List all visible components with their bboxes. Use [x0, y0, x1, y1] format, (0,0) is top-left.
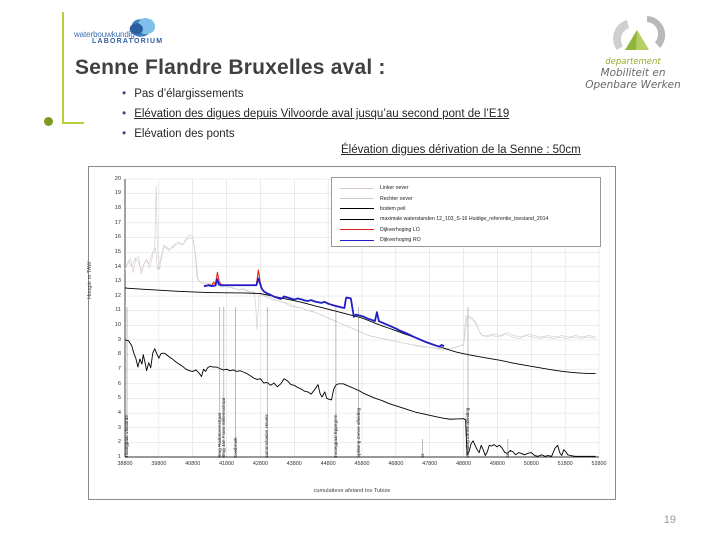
legend-color-swatch: [340, 229, 374, 231]
chart-x-tick: 50800: [523, 461, 539, 467]
chart-x-tick: 47800: [422, 461, 438, 467]
chart-y-axis-label: Hoogte m TAW: [87, 261, 93, 299]
legend-item: maximale waterstanden 12_103_S-16 Huidig…: [332, 214, 600, 224]
chart-y-tick: 4: [117, 409, 121, 416]
chart-x-tick: 39800: [151, 461, 167, 467]
chart-annotation-label: Koeibroek: [232, 437, 238, 458]
chart-y-tick: 3: [117, 424, 121, 431]
chart-y-tick: 15: [114, 248, 121, 255]
chart-annotation-label: Brug Jan Frans Willemsstraat: [221, 397, 227, 458]
logo-openbare-werken-line: Openbare Werken: [585, 79, 681, 91]
chart-container: Hoogte m TAW cumulatieve afstand tov Tub…: [87, 166, 616, 500]
bullet-text: Pas d’élargissements: [134, 88, 244, 100]
chart-x-tick: 51800: [557, 461, 573, 467]
chart-y-tick: 11: [115, 307, 121, 314]
chart-y-tick: 16: [114, 234, 121, 241]
bullet-dot-icon: •: [122, 126, 127, 140]
list-item: • Pas d’élargissements: [122, 86, 642, 102]
list-item: • Elévation des ponts: [122, 126, 642, 142]
legend-label: Dijkverhoging LO: [380, 226, 420, 233]
departement-mow-logo: departement Mobiliteit en Openbare Werke…: [568, 14, 698, 92]
chart-y-tick: 5: [117, 395, 121, 402]
chart-x-tick: 40800: [185, 461, 201, 467]
legend-item: Dijkverhoging RO: [332, 235, 600, 245]
chart-annotation-label: Splitsing Zenne afleiding: [355, 407, 361, 458]
chart-inner: Hoogte m TAW cumulatieve afstand tov Tub…: [87, 167, 615, 499]
legend-color-swatch: [340, 208, 374, 210]
legend-label: Rechter oever: [380, 195, 413, 202]
chart-annotation-label: Invoegpaal Vilvoorde: [124, 415, 130, 458]
chart-annotation-label: Monding Zenne afleiding: [465, 407, 471, 458]
chart-y-tick: 18: [114, 205, 121, 212]
chart-y-tick: 6: [117, 380, 121, 387]
bullet-dot-icon: •: [122, 106, 127, 120]
decor-bullet-dot: [44, 117, 53, 126]
chart-x-tick: 38800: [117, 461, 133, 467]
decor-left-vertical-rule: [62, 12, 64, 124]
logo-line-2: LABORATORIUM: [92, 38, 164, 45]
chart-x-tick: 52800: [591, 461, 607, 467]
chart-x-tick: 49800: [489, 461, 505, 467]
chart-x-axis-label: cumulatieve afstand tov Tubize: [313, 488, 391, 494]
chart-x-tick: 43800: [286, 461, 302, 467]
chart-y-tick: 19: [114, 190, 121, 197]
bullet-text: Elévation des ponts: [134, 128, 235, 140]
logo-line-1: waterbouwkundig: [74, 30, 135, 39]
chart-annotation-label: zz: [505, 453, 511, 458]
chart-y-tick: 12: [114, 292, 121, 299]
chart-x-tick: 45800: [354, 461, 370, 467]
chart-y-tick: 17: [114, 219, 121, 226]
legend-item: Linker oever: [332, 183, 600, 193]
chart-y-tick: 2: [117, 439, 121, 446]
decor-left-horizontal-rule: [62, 122, 84, 124]
chart-x-tick: 44800: [320, 461, 336, 467]
chart-y-tick: 1: [117, 453, 121, 460]
legend-item: Dijkverhoging LO: [332, 225, 600, 235]
chart-annotation-label: zz: [419, 453, 425, 458]
legend-color-swatch: [340, 239, 374, 241]
chart-y-tick: 20: [114, 175, 121, 182]
legend-label: Dijkverhoging RO: [380, 237, 421, 244]
list-item: • Elévation des digues depuis Vilvoorde …: [122, 106, 642, 122]
chart-x-tick: 42800: [252, 461, 268, 467]
bullet-text: Elévation des digues depuis Vilvoorde av…: [134, 108, 510, 120]
legend-color-swatch: [340, 218, 374, 220]
chart-x-tick: 46800: [388, 461, 404, 467]
bullet-list: • Pas d’élargissements • Elévation des d…: [122, 86, 642, 146]
legend-color-swatch: [340, 187, 374, 189]
water-droplet-icon: [129, 18, 156, 37]
legend-label: maximale waterstanden 12_103_S-16 Huidig…: [380, 216, 549, 223]
mow-triangle-mark: [568, 14, 698, 56]
slide-number: 19: [663, 514, 676, 526]
chart-y-tick: 8: [117, 351, 121, 358]
page-title: Senne Flandre Bruxelles aval :: [75, 56, 386, 79]
chart-caption: Élévation digues dérivation de la Senne …: [341, 144, 581, 156]
chart-y-tick: 10: [114, 322, 121, 329]
legend-item: Rechter oever: [332, 193, 600, 203]
chart-annotation-label: Invoegpaal Eppegem: [333, 414, 339, 458]
chart-y-tick: 13: [114, 278, 121, 285]
waterbouwkundig-laboratorium-logo: waterbouwkundig LABORATORIUM: [74, 16, 178, 50]
chart-y-tick: 14: [114, 263, 121, 270]
chart-legend: Linker oever Rechter oever bodem peil maxim…: [331, 177, 601, 247]
legend-label: Linker oever: [380, 185, 409, 192]
legend-item: bodem peil: [332, 204, 600, 214]
legend-label: bodem peil: [380, 205, 406, 212]
chart-y-tick: 9: [117, 336, 121, 343]
chart-x-tick: 41800: [219, 461, 235, 467]
bullet-dot-icon: •: [122, 86, 127, 100]
chart-annotation-label: samenvloeien Heveis: [264, 414, 270, 458]
chart-x-tick: 48800: [456, 461, 472, 467]
chart-y-tick: 7: [117, 366, 121, 372]
logo-mobiliteit-line: Mobiliteit en: [600, 67, 666, 79]
logo-departement-label: departement: [605, 57, 661, 67]
legend-color-swatch: [340, 198, 374, 200]
